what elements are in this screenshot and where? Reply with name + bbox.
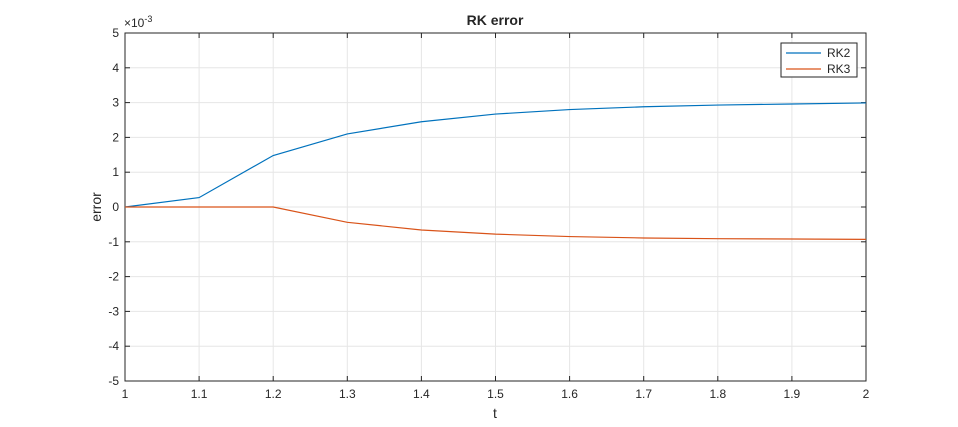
series-lines bbox=[124, 102, 867, 240]
legend-label-rk3: RK3 bbox=[827, 62, 851, 76]
y-axis-label: error bbox=[88, 192, 104, 222]
x-tick-label: 1.3 bbox=[339, 387, 356, 401]
legend: RK2 RK3 bbox=[780, 42, 858, 78]
y-tick-label: 3 bbox=[112, 96, 119, 110]
y-tick-label: -2 bbox=[108, 270, 119, 284]
y-tick-label: 2 bbox=[112, 130, 119, 144]
x-tick-label: 1.1 bbox=[191, 387, 208, 401]
y-tick-label: -3 bbox=[108, 304, 119, 318]
x-tick-label: 1.8 bbox=[709, 387, 726, 401]
x-tick-label: 1.9 bbox=[784, 387, 801, 401]
x-tick-label: 2 bbox=[863, 387, 870, 401]
x-axis-label: t bbox=[493, 405, 497, 421]
series-line-rk2 bbox=[124, 102, 867, 208]
y-exponent-label: ×10-3 bbox=[124, 14, 152, 30]
y-tick-label: 5 bbox=[112, 26, 119, 40]
legend-box bbox=[780, 42, 858, 78]
chart-title: RK error bbox=[467, 12, 524, 28]
x-tick-label: 1 bbox=[122, 387, 129, 401]
y-tick-label: 4 bbox=[112, 61, 119, 75]
x-tick-label: 1.6 bbox=[561, 387, 578, 401]
y-tick-label: -4 bbox=[108, 339, 119, 353]
y-tick-labels: 5 4 3 2 1 0 -1 -2 -3 -4 -5 bbox=[108, 26, 119, 388]
series-line-rk3 bbox=[125, 206, 867, 240]
y-tick-label: 1 bbox=[112, 165, 119, 179]
x-tick-label: 1.7 bbox=[635, 387, 652, 401]
y-tick-label: 0 bbox=[112, 200, 119, 214]
legend-label-rk2: RK2 bbox=[827, 46, 851, 60]
y-tick-label: -5 bbox=[108, 374, 119, 388]
x-tick-label: 1.2 bbox=[265, 387, 282, 401]
y-tick-label: -1 bbox=[108, 235, 119, 249]
x-tick-label: 1.4 bbox=[413, 387, 430, 401]
x-tick-labels: 1 1.1 1.2 1.3 1.4 1.5 1.6 1.7 1.8 1.9 2 bbox=[122, 387, 870, 401]
x-tick-label: 1.5 bbox=[487, 387, 504, 401]
